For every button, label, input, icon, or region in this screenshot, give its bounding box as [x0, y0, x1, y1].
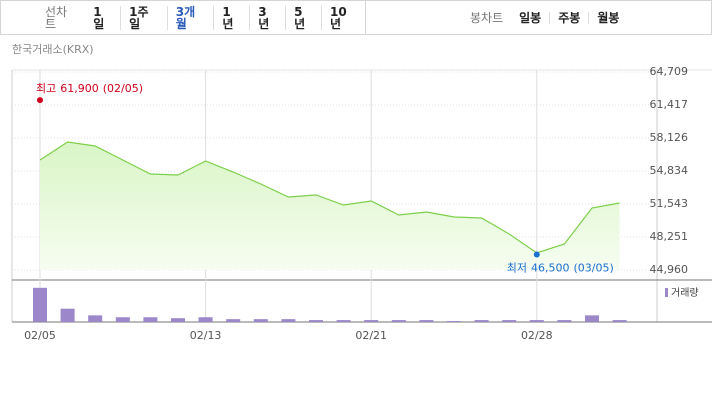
volume-bar [115, 317, 130, 322]
x-tick-label: 02/05 [24, 329, 56, 342]
volume-bar [419, 320, 434, 322]
volume-bar [474, 320, 489, 322]
volume-bar [391, 320, 406, 322]
y-tick-label: 58,126 [650, 131, 689, 144]
tab[interactable]: 5년 [285, 5, 321, 30]
tab[interactable]: 1년 [213, 5, 249, 30]
volume-bar [60, 308, 75, 322]
tab[interactable]: 주봉 [549, 11, 588, 24]
low-label: 최저 [507, 262, 527, 275]
y-tick-label: 48,251 [650, 230, 689, 243]
tab[interactable]: 1주일 [120, 5, 167, 30]
volume-bar [612, 320, 627, 322]
tab[interactable]: 3년 [249, 5, 285, 30]
tab-bar: 선차트 1일 1주일 3개월 1년 3년 5년 10년 봉차트 일봉 주봉 월봉 [0, 0, 712, 35]
volume-bar [585, 315, 599, 322]
subtitle: 한국거래소(KRX) [12, 43, 94, 56]
legend-swatch [665, 288, 668, 297]
volume-bar [447, 321, 461, 322]
price-line [39, 141, 620, 254]
volume-bar [226, 319, 241, 322]
tab-group-label: 선차트 [45, 4, 68, 31]
volume-bar [281, 319, 296, 322]
high-annotation: 최고 61,900 (02/05) [36, 82, 143, 95]
line-tabs: 선차트 1일 1주일 3개월 1년 3년 5년 10년 [1, 1, 366, 34]
y-tick-label: 54,834 [650, 164, 689, 177]
low-date: (03/05) [574, 262, 614, 275]
volume-bar [309, 320, 323, 322]
volume-bar [502, 320, 517, 322]
x-tick-label: 02/21 [355, 329, 387, 342]
volume-bar [364, 320, 379, 322]
high-label: 최고 [36, 82, 56, 95]
volume-bar [253, 319, 268, 322]
low-marker [533, 251, 540, 258]
high-marker [37, 97, 43, 104]
volume-bar [88, 315, 103, 322]
volume-bar [143, 317, 158, 322]
high-value_label: 61,900 [60, 82, 99, 95]
volume-bar [171, 318, 185, 322]
y-tick-label: 61,417 [650, 98, 689, 111]
legend-label: 거래량 [671, 287, 699, 299]
volume-bar [336, 320, 351, 322]
y-tick-label: 64,709 [650, 65, 689, 78]
y-tick-label: 44,960 [650, 263, 689, 276]
volume-bar [33, 287, 47, 322]
area [40, 142, 620, 270]
low-value_label: 46,500 [531, 262, 570, 275]
tab[interactable]: 1일 [93, 4, 105, 31]
volume-bar [557, 320, 572, 322]
tab[interactable]: 10년 [320, 5, 365, 30]
tab[interactable]: 3개월 [166, 5, 214, 30]
x-tick-label: 02/28 [521, 329, 553, 342]
tab[interactable]: 일봉 [519, 10, 542, 25]
candle-tabs: 봉차트 일봉 주봉 월봉 [366, 1, 627, 34]
volume-bar [529, 320, 544, 322]
y-tick-label: 51,543 [650, 197, 689, 210]
tab[interactable]: 월봉 [588, 11, 627, 24]
low-annotation: 최저 46,500 (03/05) [507, 262, 614, 275]
x-tick-label: 02/13 [190, 329, 222, 342]
high-date: (02/05) [103, 82, 143, 95]
tab-group-label: 봉차트 [470, 10, 504, 25]
volume-bar [198, 317, 213, 322]
